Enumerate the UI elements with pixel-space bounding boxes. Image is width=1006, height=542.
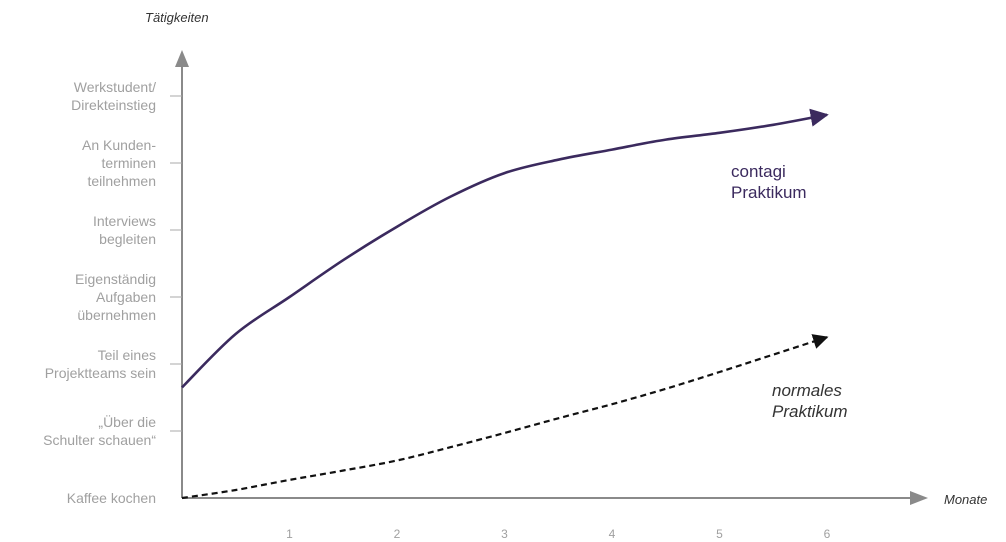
series-label-contagi-line-2: Praktikum (731, 183, 807, 202)
x-tick-label: 4 (609, 527, 616, 541)
y-tick-label-line: Eigenständig (75, 271, 156, 287)
y-axis-title: Tätigkeiten (145, 10, 209, 25)
y-tick-label: „Über die Schulter schauen“ (43, 413, 156, 448)
x-tick-label: 1 (286, 527, 293, 541)
y-tick-label: Werkstudent/Direkteinstieg (71, 79, 156, 113)
y-tick-label-line: Projektteams sein (45, 365, 156, 381)
series (181, 108, 829, 500)
x-axis-title: Monate (944, 492, 987, 507)
y-tick-label: Eigenständig Aufgaben übernehmen (75, 271, 156, 323)
y-tick-label-line: übernehmen (77, 307, 156, 323)
y-tick-label: Teil eines Projektteams sein (45, 347, 156, 381)
y-tick-label-line: Interviews (93, 213, 156, 229)
y-tick-label-line: Kaffee kochen (67, 490, 156, 506)
x-ticks: 1 2 3 4 5 6 (286, 527, 831, 541)
series-label-contagi-line-1: contagi (731, 162, 786, 181)
x-tick-label: 3 (501, 527, 508, 541)
y-tick-label-line: Direkteinstieg (71, 97, 156, 113)
series-label-contagi: contagi Praktikum (731, 162, 807, 202)
series-label-normales-line-1: normales (772, 381, 842, 400)
y-tick-label-line: teilnehmen (88, 173, 157, 189)
y-ticks: Kaffee kochen „Über die Schulter schauen“ T… (43, 79, 182, 506)
y-tick-label-line: begleiten (99, 231, 156, 247)
y-tick-label-line: Aufgaben (96, 289, 156, 305)
y-tick-label-line: Teil eines (98, 347, 156, 363)
y-tick-label-line: „Über die (98, 413, 156, 430)
y-tick-label: Kaffee kochen (67, 490, 156, 506)
x-axis-arrow-icon (910, 491, 928, 505)
y-tick-label-line: An Kunden- (82, 137, 156, 153)
y-tick-label: An Kunden-terminen teilnehmen (82, 137, 156, 189)
x-tick-label: 6 (824, 527, 831, 541)
y-tick-label: Interviews begleiten (93, 213, 156, 247)
series-label-normales-line-2: Praktikum (772, 402, 848, 421)
series-line-contagi (181, 108, 829, 389)
y-axis-arrow-icon (175, 50, 189, 67)
y-tick-label-line: Werkstudent/ (74, 79, 156, 95)
x-tick-label: 5 (716, 527, 723, 541)
y-tick-label-line: Schulter schauen“ (43, 432, 156, 448)
y-tick-label-line: terminen (102, 155, 156, 171)
series-label-normales: normales Praktikum (772, 381, 848, 421)
x-tick-label: 2 (394, 527, 401, 541)
series-line-normales (181, 334, 829, 500)
